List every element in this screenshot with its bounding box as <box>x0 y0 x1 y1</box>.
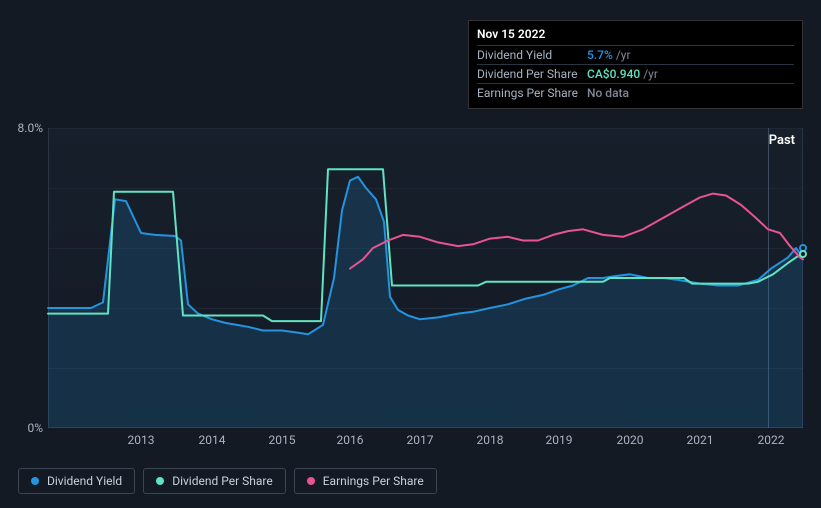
dividend-yield-area <box>48 177 803 428</box>
x-tick-label: 2022 <box>758 433 785 447</box>
tooltip-row: Dividend Yield5.7%/yr <box>477 45 794 64</box>
earnings-per-share-line <box>350 194 803 269</box>
tooltip-row: Earnings Per ShareNo data <box>477 83 794 102</box>
x-tick-label: 2019 <box>546 433 573 447</box>
tooltip-key: Dividend Per Share <box>477 67 587 81</box>
legend-label: Earnings Per Share <box>323 474 424 488</box>
x-tick-label: 2020 <box>617 433 644 447</box>
legend-dot-icon <box>156 477 164 485</box>
tooltip-value: 5.7% <box>587 48 613 62</box>
chart-tooltip: Nov 15 2022 Dividend Yield5.7%/yrDividen… <box>468 20 803 109</box>
past-label: Past <box>769 133 795 148</box>
legend-item[interactable]: Dividend Yield <box>18 468 135 494</box>
tooltip-key: Dividend Yield <box>477 48 587 62</box>
x-tick-label: 2016 <box>337 433 364 447</box>
tooltip-value: CA$0.940 <box>587 67 640 81</box>
x-tick-label: 2017 <box>407 433 434 447</box>
dividend-per-share-end-marker-icon <box>799 250 807 258</box>
tooltip-suffix: /yr <box>643 67 658 81</box>
x-tick-label: 2014 <box>199 433 226 447</box>
x-tick-label: 2013 <box>128 433 155 447</box>
x-tick-label: 2018 <box>477 433 504 447</box>
x-tick-label: 2015 <box>269 433 296 447</box>
dividend-chart: 8.0% 0% 2013 2014 2015 2016 2017 2018 2019 2020… <box>18 15 803 490</box>
tooltip-value: No data <box>587 86 629 100</box>
legend-label: Dividend Yield <box>47 474 122 488</box>
legend-label: Dividend Per Share <box>172 474 273 488</box>
legend-item[interactable]: Earnings Per Share <box>294 468 437 494</box>
legend-item[interactable]: Dividend Per Share <box>143 468 286 494</box>
legend-dot-icon <box>307 477 315 485</box>
chart-legend: Dividend Yield Dividend Per Share Earnings… <box>18 468 437 494</box>
chart-lines <box>48 128 803 428</box>
y-axis-min: 0% <box>27 421 43 435</box>
y-axis-max: 8.0% <box>18 121 43 135</box>
tooltip-suffix: /yr <box>616 48 631 62</box>
x-tick-label: 2021 <box>687 433 714 447</box>
tooltip-date: Nov 15 2022 <box>477 27 794 41</box>
legend-dot-icon <box>31 477 39 485</box>
tooltip-row: Dividend Per ShareCA$0.940/yr <box>477 64 794 83</box>
tooltip-key: Earnings Per Share <box>477 86 587 100</box>
